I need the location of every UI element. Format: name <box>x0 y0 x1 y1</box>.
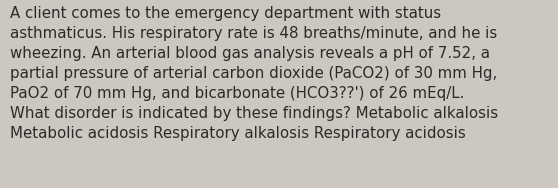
Text: A client comes to the emergency department with status
asthmaticus. His respirat: A client comes to the emergency departme… <box>10 6 498 141</box>
